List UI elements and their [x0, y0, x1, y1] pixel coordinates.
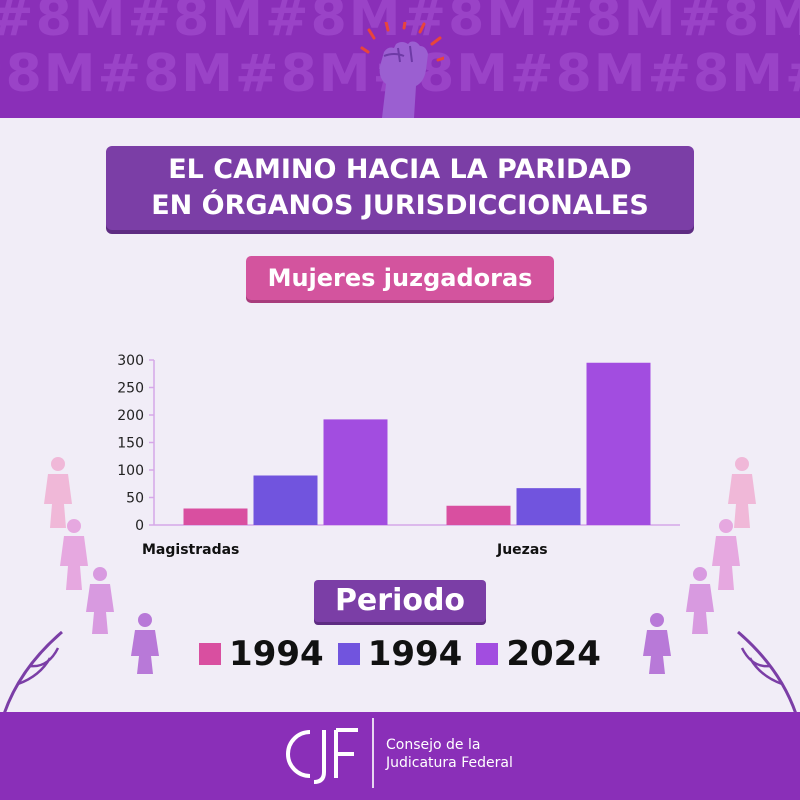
title-box: EL CAMINO HACIA LA PARIDAD EN ÓRGANOS JU…: [106, 146, 694, 230]
org-name-line-2: Judicatura Federal: [386, 755, 513, 771]
legend-item-2: 1994: [337, 634, 463, 674]
legend-item-1: 1994: [199, 634, 324, 674]
vine-left-icon: [2, 630, 63, 714]
title-line-1: EL CAMINO HACIA LA PARIDAD: [168, 154, 632, 185]
bottom-band: [0, 712, 800, 800]
y-tick-label: 50: [126, 491, 144, 507]
logo-divider: [372, 718, 374, 788]
vine-right-icon: [737, 630, 798, 714]
y-tick-label: 0: [135, 518, 144, 534]
y-tick-label: 100: [117, 463, 144, 479]
legend-swatch-1: [199, 643, 222, 665]
y-tick-label: 250: [117, 381, 144, 397]
cjf-logo-icon: [286, 728, 358, 784]
legend-swatch-2: [337, 643, 360, 665]
chart-bars: [183, 362, 651, 525]
bar-juezas-3: [586, 362, 651, 525]
bar-chart: 0 50 100 150 200 250 300 Magistradas Juezas: [117, 353, 680, 558]
org-name: Consejo de la Judicatura Federal: [386, 736, 513, 772]
women-figures-left-icon: [44, 457, 114, 634]
legend-label-3: 2024: [506, 634, 601, 674]
org-name-line-1: Consejo de la: [386, 737, 481, 753]
woman-figure-small-left-icon: [131, 613, 159, 674]
bar-juezas-1: [446, 505, 511, 525]
legend-item-3: 2024: [476, 634, 601, 674]
legend-label-2: 1994: [367, 634, 463, 674]
bar-magistradas-2: [253, 475, 318, 525]
chart-labels: 0 50 100 150 200 250 300 Magistradas Juezas: [117, 353, 547, 558]
bar-magistradas-3: [323, 419, 388, 525]
pattern-row-top: #8M#8M#8M#8M#8M#8M#8M#8M: [0, 0, 800, 48]
women-figures-right-icon: [686, 457, 756, 634]
legend: 1994 1994 2024: [199, 634, 601, 674]
title-line-2: EN ÓRGANOS JURISDICCIONALES: [151, 190, 649, 221]
woman-figure-small-right-icon: [643, 613, 671, 674]
raised-fist-icon: [360, 22, 444, 118]
y-tick-label: 300: [117, 353, 144, 369]
bar-juezas-2: [516, 488, 581, 525]
legend-swatch-3: [476, 643, 499, 665]
category-label: Magistradas: [142, 542, 239, 558]
category-label: Juezas: [496, 542, 548, 558]
y-tick-label: 200: [117, 408, 144, 424]
bar-magistradas-1: [183, 508, 248, 525]
top-band: #8M#8M#8M#8M#8M#8M#8M#8M #8M#8M#8M#8M#8M…: [0, 0, 800, 118]
legend-label-1: 1994: [229, 634, 324, 674]
legend-title: Periodo: [314, 580, 486, 622]
subtitle-badge: Mujeres juzgadoras: [246, 256, 554, 300]
y-tick-label: 150: [117, 436, 144, 452]
